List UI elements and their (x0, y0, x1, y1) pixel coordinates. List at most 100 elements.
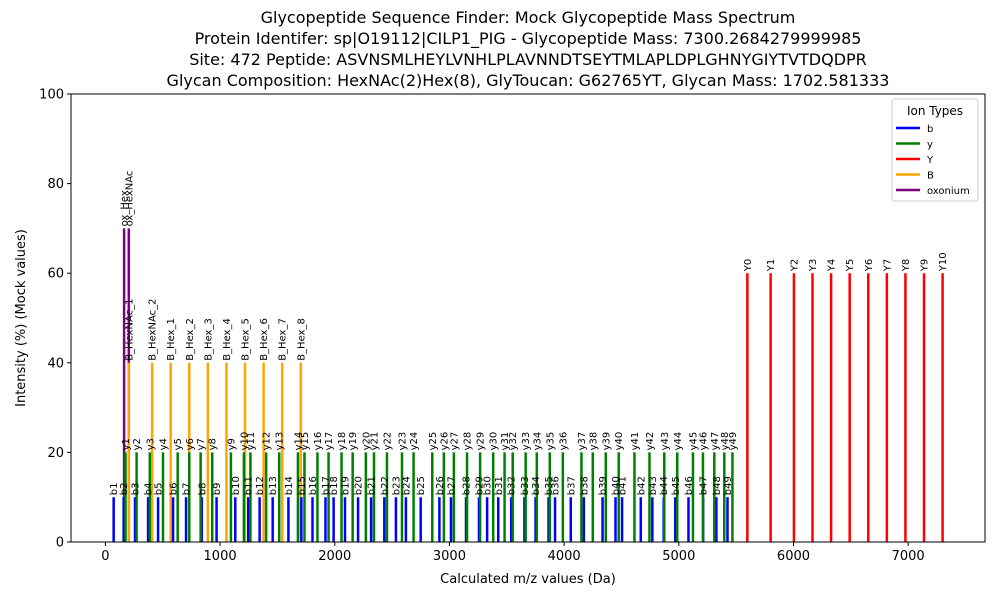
legend-title: Ion Types (907, 104, 963, 118)
peak-label: Y6 (864, 259, 875, 272)
peak-label: b6 (169, 482, 180, 495)
peak-label: Y7 (882, 259, 893, 272)
peak-label: b44 (659, 476, 670, 495)
x-tick-label: 0 (101, 549, 109, 564)
peak-label: b35 (544, 476, 555, 495)
peak-label: y33 (521, 432, 532, 451)
chart-title: Glycopeptide Sequence Finder: Mock Glyco… (167, 8, 890, 90)
peak-label: b1 (109, 482, 120, 495)
peak-label: B_Hex_6 (259, 318, 270, 361)
peak-label: b39 (598, 476, 609, 495)
peak-label: y18 (337, 432, 348, 451)
peak-label: y9 (226, 438, 237, 450)
peak-label: b41 (618, 476, 629, 495)
peak-label: y21 (370, 432, 381, 451)
peak-label: B_Hex_2 (185, 318, 196, 361)
peak-label: Y5 (845, 259, 856, 272)
peak-label: ox_Hex (120, 190, 131, 226)
peak-label: b9 (212, 482, 223, 495)
peak-label: Y8 (901, 259, 912, 272)
peak-label: y30 (489, 432, 500, 451)
peak-label: b11 (244, 476, 255, 495)
x-axis-ticks: 0 1000 2000 3000 4000 5000 6000 7000 (101, 542, 925, 564)
peak-label: y46 (698, 432, 709, 451)
peak-label: B_Hex_1 (166, 318, 177, 361)
peak-label: y41 (630, 432, 641, 451)
peak-label: y39 (601, 432, 612, 451)
peak-label: ox_HexNAc (124, 171, 135, 227)
peak-label: Y3 (808, 259, 819, 272)
peak-label: Y2 (789, 259, 800, 272)
peak-label: b19 (340, 476, 351, 495)
peak-label: b49 (723, 476, 734, 495)
peak-label: y26 (439, 432, 450, 451)
peak-label: y36 (558, 432, 569, 451)
y-axis-ticks: 0 20 40 60 80 100 (39, 88, 71, 551)
x-tick-label: 2000 (318, 549, 351, 564)
peak-label: y1 (121, 438, 132, 450)
peak-label: y4 (158, 438, 169, 450)
peak-label: y17 (324, 432, 335, 451)
peak-label: b40 (611, 476, 622, 495)
peak-label: y43 (660, 432, 671, 451)
peak-label: y25 (428, 432, 439, 451)
peak-label: b45 (671, 476, 682, 495)
peak-label: b30 (483, 476, 494, 495)
peak-label: y20 (361, 432, 372, 451)
y-axis-label: Intensity (%) (Mock values) (14, 229, 29, 407)
peak-label: y48 (720, 432, 731, 451)
peak-label: y7 (196, 438, 207, 450)
peak-label: b14 (284, 476, 295, 495)
peak-label: y38 (588, 432, 599, 451)
peak-label: B_Hex_4 (222, 318, 233, 361)
title-line: Protein Identifer: sp|O19112|CILP1_PIG -… (195, 29, 862, 49)
peak-label: b10 (231, 476, 242, 495)
peak-label: y40 (614, 432, 625, 451)
peak-label: y22 (382, 432, 393, 451)
peak-label: y47 (710, 432, 721, 451)
peak-label: b36 (551, 476, 562, 495)
y-tick-label: 0 (56, 536, 64, 551)
peak-label: b32 (507, 476, 518, 495)
peak-label: b20 (354, 476, 365, 495)
peak-bars (112, 228, 944, 542)
peak-label: b42 (636, 476, 647, 495)
x-axis-label: Calculated m/z values (Da) (440, 572, 616, 587)
peak-label: Y1 (766, 259, 777, 272)
peak-label: b26 (435, 476, 446, 495)
peak-label: y6 (185, 438, 196, 450)
peak-label: b31 (494, 476, 505, 495)
peak-label: b16 (308, 476, 319, 495)
peak-label: y10 (239, 432, 250, 451)
x-tick-label: 4000 (548, 549, 581, 564)
peak-label: b13 (268, 476, 279, 495)
peak-label: y35 (545, 432, 556, 451)
peak-label: y8 (208, 438, 219, 450)
peak-label: y45 (688, 432, 699, 451)
peak-label: b8 (197, 482, 208, 495)
peak-label: b27 (446, 476, 457, 495)
peak-label: y24 (409, 432, 420, 451)
peak-label: y23 (397, 432, 408, 451)
peak-label: y15 (300, 432, 311, 451)
title-line: Glycopeptide Sequence Finder: Mock Glyco… (261, 8, 796, 27)
legend-entry-label: oxonium (927, 186, 970, 197)
peak-label: Y0 (743, 259, 754, 272)
title-line: Site: 472 Peptide: ASVNSMLHEYLVNHLPLAVNN… (189, 50, 867, 69)
peak-label: y49 (728, 432, 739, 451)
peak-label: Y4 (827, 259, 838, 272)
peak-label: y16 (313, 432, 324, 451)
peak-label: y3 (145, 438, 156, 450)
peak-label: y28 (463, 432, 474, 451)
peak-label: y27 (449, 432, 460, 451)
peak-label: b48 (712, 476, 723, 495)
peak-label: b17 (321, 476, 332, 495)
peak-label: b37 (566, 476, 577, 495)
peak-label: y5 (173, 438, 184, 450)
y-tick-label: 20 (47, 446, 64, 461)
y-tick-label: 40 (47, 356, 64, 371)
peak-label: y34 (532, 432, 543, 451)
peak-label: y14 (293, 432, 304, 451)
x-tick-label: 6000 (777, 549, 810, 564)
